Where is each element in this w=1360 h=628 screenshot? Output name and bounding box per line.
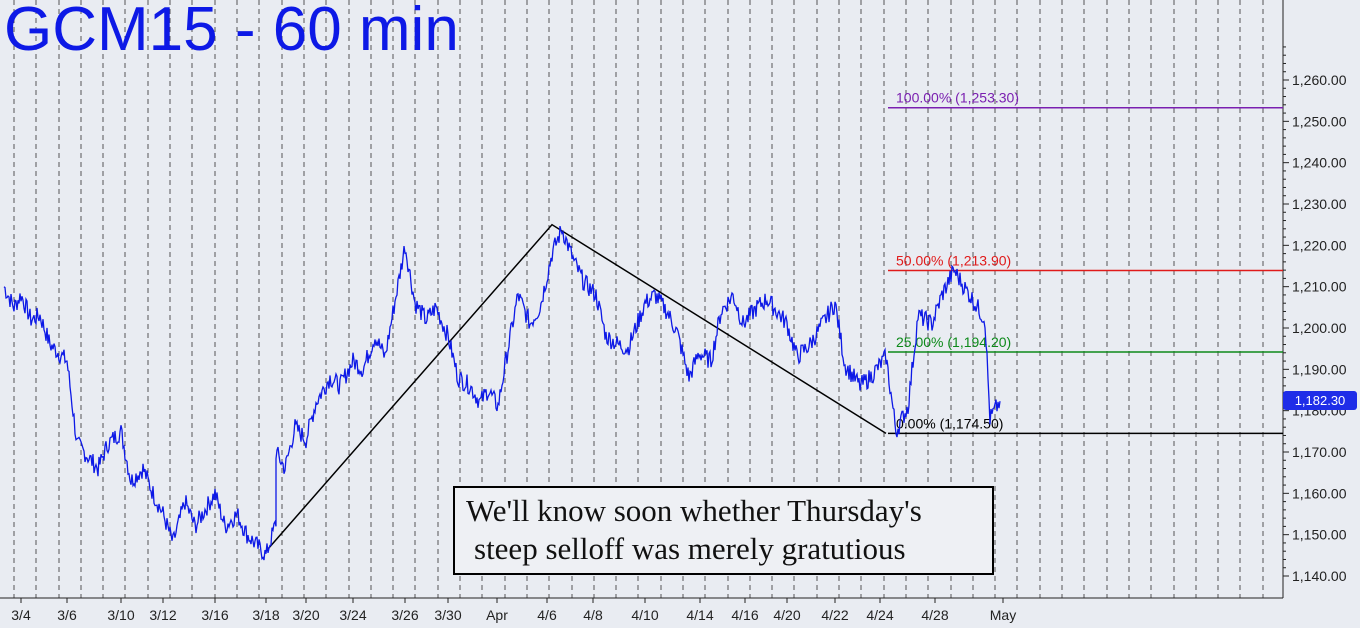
annotation-line-1: We'll know soon whether Thursday's	[466, 493, 922, 528]
y-tick-label: 1,200.00	[1292, 320, 1347, 336]
x-tick-label: 4/24	[866, 607, 893, 623]
y-tick-label: 1,230.00	[1292, 196, 1347, 212]
x-tick-label: 3/12	[149, 607, 176, 623]
fib-label: 25.00% (1,194.20)	[896, 334, 1011, 350]
x-tick-label: Apr	[486, 607, 508, 623]
x-tick-label: 3/20	[292, 607, 319, 623]
y-tick-label: 1,210.00	[1292, 279, 1347, 295]
y-tick-label: 1,260.00	[1292, 72, 1347, 88]
y-axis-ticks: 1,140.001,150.001,160.001,170.001,180.00…	[1283, 46, 1347, 584]
fib-label: 50.00% (1,213.90)	[896, 253, 1011, 269]
fib-levels: 100.00% (1,253.30) 50.00% (1,213.90) 25.00…	[888, 90, 1283, 435]
x-tick-label: 3/26	[391, 607, 418, 623]
y-tick-label: 1,220.00	[1292, 237, 1347, 253]
fib-label: 100.00% (1,253.30)	[896, 90, 1019, 106]
annotation-box: We'll know soon whether Thursday's steep…	[453, 486, 994, 575]
y-tick-label: 1,250.00	[1292, 113, 1347, 129]
x-tick-label: 3/30	[434, 607, 461, 623]
x-tick-label: 4/16	[731, 607, 758, 623]
x-tick-label: 4/14	[686, 607, 713, 623]
y-tick-label: 1,240.00	[1292, 155, 1347, 171]
x-axis-ticks: 3/4 3/6 3/10 3/12 3/16 3/18 3/20 3/24 3/26 3/30 Ap…	[11, 598, 1016, 623]
y-tick-label: 1,150.00	[1292, 527, 1347, 543]
x-tick-label: 3/24	[339, 607, 366, 623]
trendlines	[265, 223, 887, 552]
x-tick-label: 4/22	[821, 607, 848, 623]
y-tick-label: 1,160.00	[1292, 485, 1347, 501]
trendline	[265, 223, 887, 552]
y-tick-label: 1,170.00	[1292, 444, 1347, 460]
fib-label: 0.00% (1,174.50)	[896, 415, 1003, 431]
x-tick-label: 3/16	[201, 607, 228, 623]
x-tick-label: May	[990, 607, 1016, 623]
x-tick-label: 3/10	[107, 607, 134, 623]
x-tick-label: 4/28	[921, 607, 948, 623]
price-line	[3, 225, 1001, 561]
x-tick-label: 4/10	[631, 607, 658, 623]
x-tick-label: 3/18	[252, 607, 279, 623]
x-tick-label: 4/8	[583, 607, 603, 623]
price-series	[3, 225, 1001, 561]
x-tick-label: 3/4	[11, 607, 31, 623]
y-tick-label: 1,140.00	[1292, 568, 1347, 584]
annotation-line-2: steep selloff was merely gratutious	[474, 531, 906, 566]
x-tick-label: 4/6	[537, 607, 557, 623]
last-price-tag: 1,182.30	[1283, 391, 1357, 410]
chart-title: GCM15 - 60 min	[4, 0, 459, 64]
x-tick-label: 3/6	[57, 607, 77, 623]
y-tick-label: 1,190.00	[1292, 361, 1347, 377]
x-tick-label: 4/20	[773, 607, 800, 623]
